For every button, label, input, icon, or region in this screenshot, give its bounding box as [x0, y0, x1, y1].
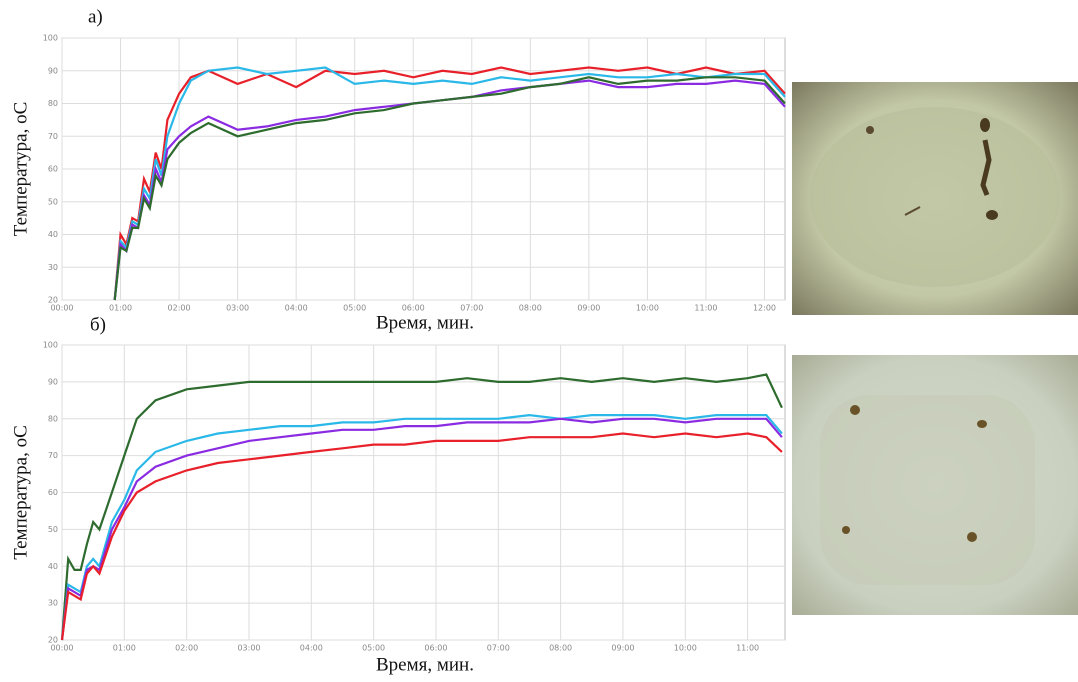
- y-tick-label: 70: [48, 132, 58, 141]
- photo-b: [792, 355, 1078, 615]
- series-line: [113, 79, 786, 301]
- x-tick-label: 11:00: [736, 644, 759, 653]
- y-tick-label: 80: [48, 99, 58, 108]
- y-tick-label: 30: [48, 599, 58, 608]
- y-tick-label: 50: [48, 525, 58, 534]
- x-tick-label: 12:00: [753, 304, 776, 313]
- x-tick-label: 08:00: [519, 304, 542, 313]
- x-tick-label: 03:00: [226, 304, 249, 313]
- series-line: [113, 76, 786, 301]
- x-tick-label: 03:00: [237, 644, 260, 653]
- x-tick-label: 00:00: [50, 644, 73, 653]
- x-tick-label: 01:00: [109, 304, 132, 313]
- panel-label: б): [90, 314, 106, 335]
- x-tick-label: 07:00: [487, 644, 510, 653]
- series-line: [60, 373, 783, 641]
- y-tick-label: 50: [48, 197, 58, 206]
- series-line: [60, 413, 783, 641]
- series-line: [113, 66, 786, 301]
- y-axis-label: Температура, оС: [10, 425, 31, 560]
- x-tick-label: 05:00: [343, 304, 366, 313]
- series-line: [113, 66, 786, 301]
- y-tick-label: 70: [48, 451, 58, 460]
- y-tick-label: 20: [48, 296, 58, 305]
- x-tick-label: 06:00: [424, 644, 447, 653]
- x-tick-label: 11:00: [694, 304, 717, 313]
- y-tick-label: 40: [48, 230, 58, 239]
- x-tick-label: 05:00: [362, 644, 385, 653]
- y-tick-label: 100: [43, 34, 58, 43]
- x-tick-label: 00:00: [50, 304, 73, 313]
- y-tick-label: 80: [48, 414, 58, 423]
- panel-label: а): [88, 6, 103, 27]
- x-tick-label: 04:00: [285, 304, 308, 313]
- x-tick-label: 08:00: [549, 644, 572, 653]
- y-tick-label: 90: [48, 66, 58, 75]
- x-tick-label: 10:00: [674, 644, 697, 653]
- y-tick-label: 90: [48, 377, 58, 386]
- photo-a: [792, 82, 1078, 315]
- x-tick-label: 04:00: [300, 644, 323, 653]
- y-tick-label: 100: [43, 341, 58, 350]
- x-tick-label: 01:00: [113, 644, 136, 653]
- x-tick-label: 09:00: [577, 304, 600, 313]
- x-tick-label: 09:00: [611, 644, 634, 653]
- y-tick-label: 20: [48, 636, 58, 645]
- y-tick-label: 60: [48, 488, 58, 497]
- x-tick-label: 10:00: [636, 304, 659, 313]
- y-tick-label: 30: [48, 263, 58, 272]
- x-axis-label: Время, мин.: [376, 654, 474, 675]
- y-tick-label: 40: [48, 562, 58, 571]
- x-tick-label: 02:00: [175, 644, 198, 653]
- x-axis-label: Время, мин.: [376, 312, 474, 333]
- series-line: [60, 432, 783, 641]
- x-tick-label: 02:00: [168, 304, 191, 313]
- x-tick-label: 06:00: [402, 304, 425, 313]
- y-tick-label: 60: [48, 165, 58, 174]
- y-axis-label: Температура, оС: [10, 102, 31, 237]
- x-tick-label: 07:00: [460, 304, 483, 313]
